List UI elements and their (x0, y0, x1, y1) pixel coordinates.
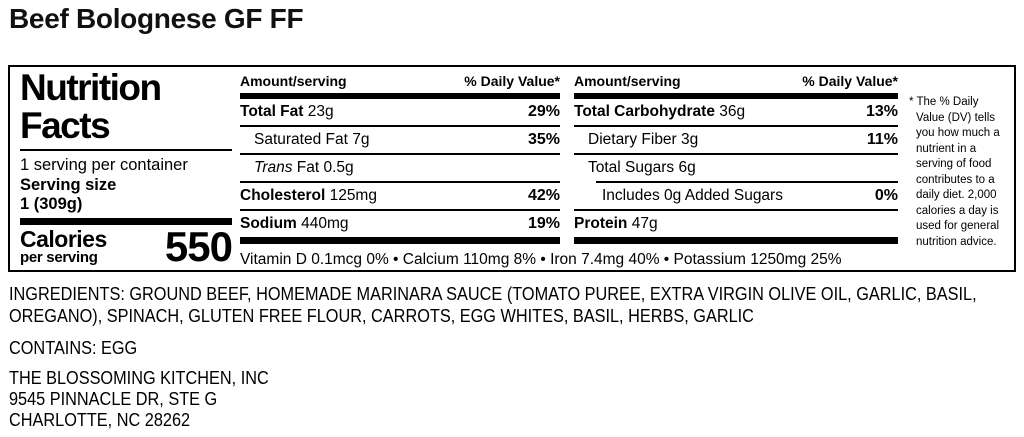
daily-value-footnote: * The % Daily Value (DV) tells you how m… (900, 67, 1014, 270)
row-dietary-fiber: Dietary Fiber 3g 11% (574, 127, 898, 153)
serving-size-value: 1 (309g) (20, 195, 83, 213)
row-total-sugars: Total Sugars 6g (574, 155, 898, 181)
manufacturer-address-line2: CHARLOTTE, NC 28262 (9, 410, 191, 430)
row-added-sugars: Includes 0g Added Sugars 0% (574, 183, 898, 209)
nutrition-facts-left-column: Nutrition Facts 1 serving per container … (10, 67, 238, 270)
row-protein: Protein 47g (574, 211, 898, 237)
ingredients-statement: INGREDIENTS: GROUND BEEF, HOMEMADE MARIN… (9, 284, 977, 326)
daily-value: 0% (874, 187, 898, 204)
daily-value: 13% (865, 103, 898, 120)
nutrition-facts-heading: Nutrition Facts (20, 69, 232, 145)
manufacturer-info: THE BLOSSOMING KITCHEN, INC 9545 PINNACL… (9, 368, 1023, 431)
daily-value: 35% (527, 131, 560, 148)
column-header: Amount/serving % Daily Value* (574, 69, 898, 93)
nutrient-column-1: Amount/serving % Daily Value* Total Fat … (240, 69, 560, 244)
nutrient-column-2: Amount/serving % Daily Value* Total Carb… (574, 69, 898, 244)
divider (596, 181, 898, 183)
nutrient-columns-area: Amount/serving % Daily Value* Total Fat … (238, 67, 900, 270)
divider (240, 209, 560, 211)
thick-divider (240, 237, 560, 244)
divider (574, 209, 898, 211)
calories-value: 550 (164, 222, 233, 270)
row-saturated-fat: Saturated Fat 7g 35% (240, 127, 560, 153)
nutrient-name: Saturated Fat 7g (254, 131, 370, 148)
nutrient-name: Includes 0g Added Sugars (602, 187, 783, 204)
footnote-text: * The % Daily Value (DV) tells you how m… (909, 95, 1009, 250)
thick-divider (574, 237, 898, 244)
micronutrients-line: Vitamin D 0.1mcg 0% • Calcium 110mg 8% •… (240, 251, 842, 268)
divider (574, 125, 898, 127)
nutrient-columns: Amount/serving % Daily Value* Total Fat … (240, 69, 900, 244)
nutrient-name: Total Sugars 6g (588, 159, 696, 176)
row-total-fat: Total Fat 23g 29% (240, 99, 560, 125)
calories-label-block: Calories per serving (20, 225, 107, 266)
nutrient-name: Trans Fat 0.5g (254, 159, 354, 176)
daily-value: 42% (527, 187, 560, 204)
nutrient-name: Cholesterol 125mg (240, 187, 377, 204)
row-total-carbohydrate: Total Carbohydrate 36g 13% (574, 99, 898, 125)
row-trans-fat: Trans Fat 0.5g (240, 155, 560, 181)
thick-divider (20, 217, 232, 225)
nutrient-name: Total Carbohydrate 36g (574, 103, 746, 120)
nutrient-name: Total Fat 23g (240, 103, 334, 120)
column-header: Amount/serving % Daily Value* (240, 69, 560, 93)
nutrient-name: Dietary Fiber 3g (588, 131, 699, 148)
amount-per-serving-header: Amount/serving (574, 73, 681, 89)
manufacturer-address-line1: 9545 PINNACLE DR, STE G (9, 389, 218, 409)
calories-label: Calories (20, 225, 107, 252)
nutrition-facts-panel: Nutrition Facts 1 serving per container … (8, 65, 1016, 272)
footnote-asterisk: * (909, 96, 914, 108)
allergen-statement: CONTAINS: EGG (9, 338, 138, 358)
divider (240, 181, 560, 183)
servings-per-container: 1 serving per container (20, 156, 188, 174)
daily-value-header: % Daily Value* (464, 73, 560, 89)
divider (20, 149, 232, 151)
manufacturer-name: THE BLOSSOMING KITCHEN, INC (9, 368, 269, 388)
nutrition-facts-heading-line1: Nutrition (20, 67, 162, 108)
divider (574, 153, 898, 155)
daily-value: 29% (527, 103, 560, 120)
row-sodium: Sodium 440mg 19% (240, 211, 560, 237)
amount-per-serving-header: Amount/serving (240, 73, 347, 89)
product-title: Beef Bolognese GF FF (9, 3, 304, 34)
calories-sublabel: per serving (20, 248, 98, 266)
label-text-block: INGREDIENTS: GROUND BEEF, HOMEMADE MARIN… (9, 283, 1023, 431)
nutrition-facts-heading-line2: Facts (20, 105, 111, 146)
calories-row: Calories per serving 550 (20, 222, 233, 270)
serving-size-label: Serving size (20, 175, 117, 194)
divider (240, 125, 560, 127)
daily-value-header: % Daily Value* (802, 73, 898, 89)
row-cholesterol: Cholesterol 125mg 42% (240, 183, 560, 209)
nutrient-name: Protein 47g (574, 215, 658, 232)
nutrient-name: Sodium 440mg (240, 215, 349, 232)
footnote-body: The % Daily Value (DV) tells you how muc… (916, 96, 1000, 248)
daily-value: 19% (527, 215, 560, 232)
thick-divider (574, 93, 898, 99)
thick-divider (240, 93, 560, 99)
divider (240, 153, 560, 155)
daily-value: 11% (866, 131, 898, 148)
